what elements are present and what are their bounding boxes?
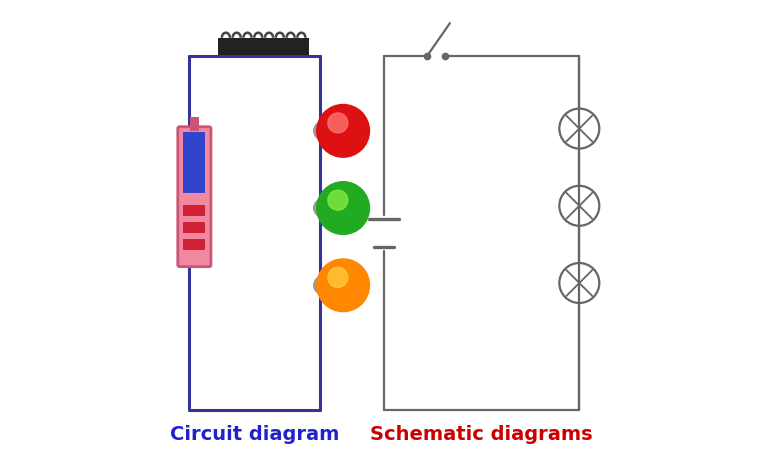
Circle shape <box>328 190 348 210</box>
Bar <box>184 132 206 194</box>
Circle shape <box>313 276 332 294</box>
Circle shape <box>316 182 369 234</box>
Bar <box>184 222 206 234</box>
Bar <box>218 38 309 56</box>
Circle shape <box>313 199 332 217</box>
Bar <box>190 117 199 131</box>
Bar <box>184 239 206 250</box>
FancyBboxPatch shape <box>177 127 211 266</box>
Circle shape <box>316 105 369 157</box>
Bar <box>184 205 206 216</box>
Text: Circuit diagram: Circuit diagram <box>170 425 339 444</box>
Circle shape <box>328 113 348 133</box>
Circle shape <box>313 122 332 140</box>
Circle shape <box>316 259 369 312</box>
Circle shape <box>328 267 348 287</box>
Text: Schematic diagrams: Schematic diagrams <box>370 425 593 444</box>
